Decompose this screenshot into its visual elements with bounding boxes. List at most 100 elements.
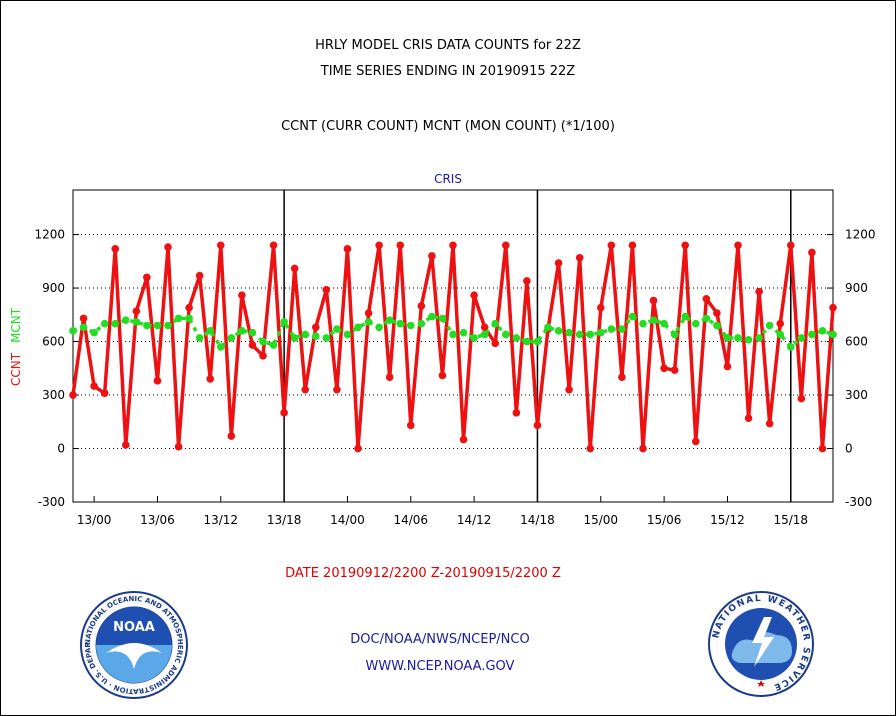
data-point-ccnt [459,435,468,444]
x-tick-label: 15/00 [583,513,618,527]
data-point-ccnt [765,419,774,428]
data-point-mcnt [100,319,109,328]
data-point-ccnt [301,385,310,394]
data-point-ccnt [586,444,595,453]
data-point-mcnt [428,312,436,321]
data-point-ccnt [618,373,626,382]
data-point-ccnt [713,309,721,317]
chart-title-line2: TIME SERIES ENDING IN 20190915 22Z [320,64,576,79]
data-point-mcnt [586,330,595,339]
data-point-ccnt [670,366,679,374]
data-point-mcnt [195,334,204,342]
date-range-label: DATE 20190912/2200 Z-20190915/2200 Z [285,566,561,581]
data-point-mcnt [449,330,457,339]
data-point-ccnt [512,409,521,417]
data-point-mcnt [512,334,521,342]
data-point-mcnt [417,319,426,328]
data-point-mcnt [153,321,162,330]
data-point-ccnt [153,376,162,385]
data-point-ccnt [185,303,193,312]
data-point-ccnt [69,391,77,399]
data-point-mcnt [565,328,573,337]
data-point-mcnt [755,334,763,342]
x-tick-label: 15/12 [710,513,745,527]
data-point-ccnt [238,291,246,299]
data-point-mcnt [238,327,246,335]
data-point-ccnt [639,444,647,453]
y-tick-label-right: 600 [845,335,868,349]
data-point-ccnt [174,442,183,451]
data-point-ccnt [311,323,320,332]
data-point-ccnt [797,394,806,403]
y-tick-label-left: 300 [42,388,65,402]
data-point-mcnt [596,328,605,337]
x-tick-label: 14/06 [393,513,428,527]
x-tick-label: 14/18 [520,513,555,527]
data-point-mcnt [269,341,278,349]
data-point-mcnt [628,312,637,321]
data-point-ccnt [786,241,795,250]
data-point-mcnt [459,328,468,337]
data-point-ccnt [660,364,668,373]
data-point-ccnt [565,385,573,394]
data-point-ccnt [755,287,763,296]
data-point-mcnt [649,316,658,324]
data-point-mcnt [290,334,299,342]
data-point-mcnt [259,337,267,346]
data-point-ccnt [438,371,447,380]
y-tick-label-right: -300 [845,495,872,509]
data-point-ccnt [375,241,383,250]
data-point-ccnt [734,241,742,250]
data-point-ccnt [100,389,109,398]
data-point-mcnt [776,330,785,339]
data-point-ccnt [776,319,785,328]
data-point-mcnt [385,316,394,324]
chart-title-line3: CCNT (CURR COUNT) MCNT (MON COUNT) (*1/1… [281,119,615,134]
credit-url[interactable]: WWW.NCEP.NOAA.GOV [365,659,515,674]
data-point-ccnt [691,437,700,446]
y-axis-label: CCNT MCNT [9,307,23,386]
credit-org: DOC/NOAA/NWS/NCEP/NCO [350,632,530,647]
data-point-ccnt [596,303,605,312]
data-point-mcnt [333,325,341,333]
data-point-mcnt [480,330,489,339]
data-point-mcnt [248,328,257,337]
data-point-mcnt [79,323,88,332]
data-point-ccnt [121,441,130,449]
data-point-ccnt [829,303,837,312]
data-point-ccnt [132,307,141,316]
data-point-mcnt [607,325,616,333]
data-point-ccnt [354,444,362,453]
data-point-ccnt [523,277,531,285]
data-point-mcnt [438,314,447,323]
data-point-mcnt [818,327,827,335]
data-point-ccnt [449,241,457,250]
x-tick-label: 13/12 [203,513,238,527]
data-point-mcnt [185,314,193,323]
data-point-ccnt [470,291,478,299]
data-point-mcnt [69,327,77,335]
data-point-mcnt [301,330,310,339]
data-point-ccnt [343,245,352,253]
data-point-ccnt [364,309,373,317]
data-point-ccnt [79,314,88,323]
data-point-mcnt [311,332,320,340]
data-point-mcnt [660,319,668,328]
data-point-mcnt [808,330,816,339]
data-point-mcnt [702,314,711,323]
data-point-mcnt [354,323,362,332]
data-point-ccnt [417,302,426,310]
data-point-mcnt [491,319,500,328]
data-point-ccnt [333,385,341,394]
data-point-mcnt [121,316,130,324]
x-tick-label: 14/12 [457,513,492,527]
data-point-mcnt [343,330,352,339]
data-point-mcnt [575,330,584,339]
data-point-mcnt [206,327,215,335]
data-point-mcnt [554,327,563,335]
data-point-mcnt [406,321,415,330]
y-tick-label-right: 900 [845,281,868,295]
y-tick-label-right: 0 [845,442,853,456]
data-point-ccnt [259,352,267,360]
